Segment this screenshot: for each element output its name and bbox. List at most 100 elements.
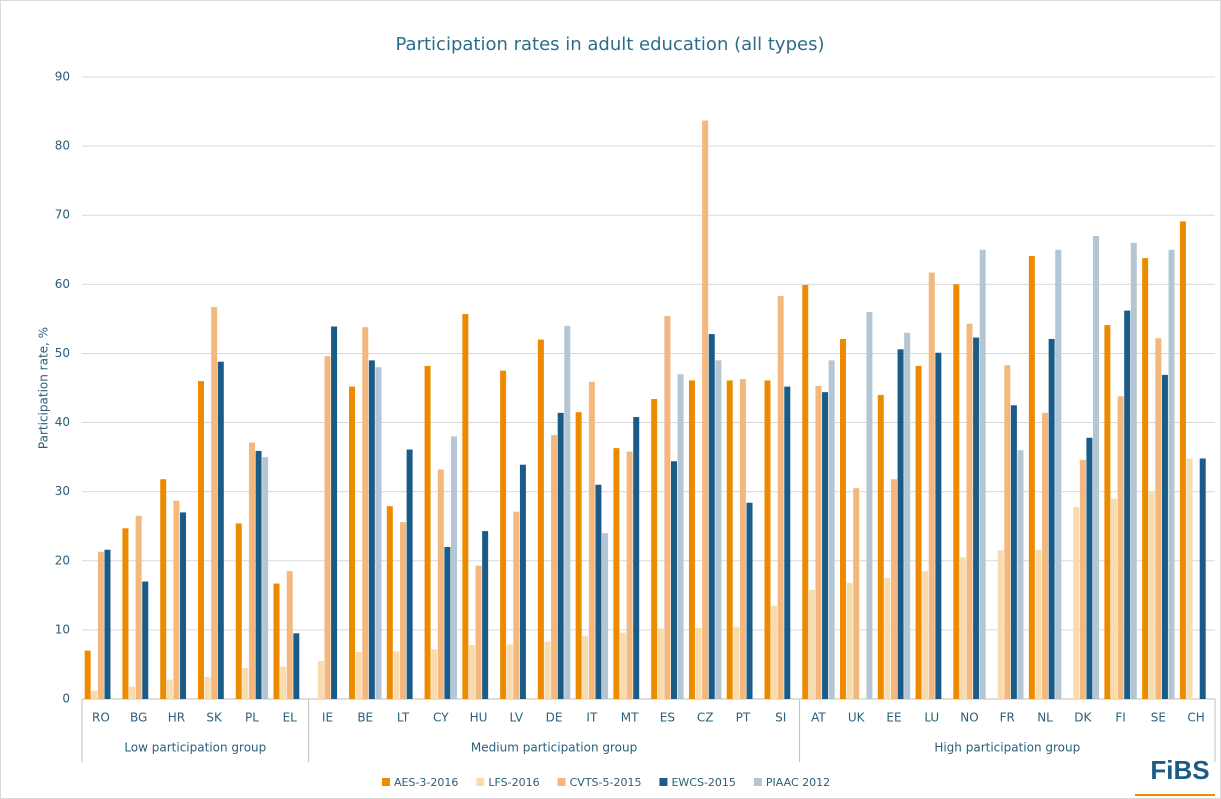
bar (764, 380, 771, 699)
bar (393, 651, 400, 699)
bar (595, 484, 602, 699)
legend-label: AES-3-2016 (394, 776, 458, 789)
y-tick-label: 70 (55, 208, 70, 222)
x-tick-label: CZ (697, 711, 714, 725)
bar (877, 394, 884, 699)
bar (468, 645, 475, 699)
bar (828, 360, 835, 699)
bar (211, 307, 218, 699)
bar (822, 392, 829, 699)
bar (1124, 310, 1131, 699)
bar (286, 571, 293, 699)
bar (677, 374, 684, 699)
legend-swatch (753, 778, 762, 786)
y-tick-label: 80 (55, 139, 70, 153)
bar (444, 546, 451, 699)
legend-label: CVTS-5-2015 (570, 776, 642, 789)
bar (166, 679, 173, 699)
bar (482, 531, 489, 699)
bar (726, 380, 733, 699)
bar (386, 506, 393, 699)
bar (431, 649, 438, 699)
legend-swatch (382, 778, 390, 786)
bar (1161, 374, 1168, 699)
y-tick-label: 60 (55, 277, 70, 291)
bar (262, 457, 269, 699)
bar (362, 327, 369, 699)
bar (588, 381, 595, 699)
bar (1179, 221, 1186, 700)
bar (180, 512, 187, 699)
bar (670, 461, 677, 699)
bar (355, 652, 362, 699)
bar (197, 381, 204, 699)
bar (695, 627, 702, 699)
logo: FiBS (1150, 755, 1209, 785)
x-tick-label: LT (397, 711, 410, 725)
bar (884, 578, 891, 699)
bar (746, 502, 753, 699)
bar (733, 627, 740, 699)
bar (575, 412, 582, 699)
y-tick-label: 50 (55, 346, 70, 360)
x-tick-label: LU (924, 711, 939, 725)
bar (1028, 255, 1035, 699)
y-axis-label: Participation rate, % (37, 327, 51, 449)
x-tick-label: EL (283, 711, 298, 725)
bar (1117, 396, 1124, 699)
bar (904, 332, 911, 699)
bar (915, 365, 922, 699)
bar (815, 385, 822, 699)
bar (406, 449, 413, 699)
bar (204, 676, 211, 699)
bar (739, 379, 746, 699)
bar (97, 551, 104, 699)
x-tick-label: PL (245, 711, 259, 725)
bar (1142, 258, 1149, 699)
x-tick-label: UK (848, 711, 866, 725)
bar (613, 448, 620, 699)
bar (235, 523, 242, 699)
bar (375, 367, 382, 699)
bar (1130, 242, 1137, 699)
bar (1104, 325, 1111, 699)
bar (1186, 458, 1193, 699)
x-tick-label: CH (1187, 711, 1204, 725)
x-tick-label: MT (621, 711, 639, 725)
bar (173, 500, 180, 699)
x-tick-label: BE (357, 711, 373, 725)
x-tick-label: IE (322, 711, 333, 725)
bar (1168, 249, 1175, 699)
bar (129, 686, 136, 699)
x-tick-label: EE (886, 711, 901, 725)
legend-label: EWCS-2015 (671, 776, 735, 789)
bar (537, 339, 544, 699)
bar (840, 338, 847, 699)
bar (866, 311, 873, 699)
bar (657, 628, 664, 699)
bar (997, 550, 1004, 699)
x-tick-label: RO (92, 711, 110, 725)
bar (331, 326, 338, 699)
bar (620, 632, 627, 699)
x-tick-label: HU (470, 711, 488, 725)
legend-label: PIAAC 2012 (766, 776, 830, 789)
group-label: High participation group (934, 741, 1080, 755)
x-tick-label: HR (168, 711, 185, 725)
x-tick-label: FI (1115, 711, 1125, 725)
bar (715, 360, 722, 699)
bar (273, 583, 280, 699)
x-tick-label: NL (1037, 711, 1053, 725)
bar (688, 380, 695, 699)
bar (708, 334, 715, 699)
bar (784, 386, 791, 699)
bar (802, 285, 809, 699)
bar (771, 605, 778, 699)
bar (777, 296, 784, 699)
bar (1048, 338, 1055, 699)
legend-label: LFS-2016 (488, 776, 539, 789)
bar (1093, 235, 1100, 699)
bar (513, 511, 520, 699)
bar (368, 360, 375, 699)
x-tick-label: FR (1000, 711, 1015, 725)
